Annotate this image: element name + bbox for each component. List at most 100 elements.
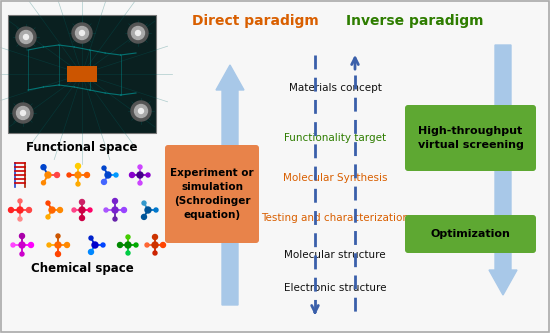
Circle shape xyxy=(29,242,34,247)
Circle shape xyxy=(138,181,142,185)
Circle shape xyxy=(80,215,85,220)
Circle shape xyxy=(101,243,105,247)
Circle shape xyxy=(152,242,158,248)
Circle shape xyxy=(19,233,25,238)
Circle shape xyxy=(134,243,138,247)
Circle shape xyxy=(146,173,150,177)
Circle shape xyxy=(126,251,130,255)
Text: Molecular structure: Molecular structure xyxy=(284,250,386,260)
Text: Testing and characterization: Testing and characterization xyxy=(261,213,409,223)
Text: Functionality target: Functionality target xyxy=(284,133,386,143)
Circle shape xyxy=(16,107,30,120)
Text: Experiment or
simulation
(Schrodinger
equation): Experiment or simulation (Schrodinger eq… xyxy=(170,168,254,220)
Circle shape xyxy=(17,207,23,213)
Circle shape xyxy=(139,109,144,114)
Circle shape xyxy=(80,31,85,36)
Circle shape xyxy=(114,173,118,177)
Circle shape xyxy=(125,242,131,248)
Circle shape xyxy=(75,164,80,168)
Circle shape xyxy=(161,242,166,247)
Circle shape xyxy=(145,207,151,213)
Circle shape xyxy=(47,243,51,247)
Text: Materials concept: Materials concept xyxy=(289,83,382,93)
Circle shape xyxy=(64,242,69,247)
Circle shape xyxy=(88,208,92,212)
Text: Functional space: Functional space xyxy=(26,141,138,154)
Circle shape xyxy=(154,208,158,212)
FancyBboxPatch shape xyxy=(8,15,156,133)
Circle shape xyxy=(138,165,142,169)
Circle shape xyxy=(126,235,130,239)
Circle shape xyxy=(46,201,50,205)
Circle shape xyxy=(135,31,140,36)
Circle shape xyxy=(19,31,32,44)
Circle shape xyxy=(24,35,29,40)
Circle shape xyxy=(20,111,25,116)
Circle shape xyxy=(76,182,80,186)
Circle shape xyxy=(105,172,111,178)
Circle shape xyxy=(113,198,118,203)
Circle shape xyxy=(55,242,61,248)
Circle shape xyxy=(26,207,31,212)
Text: Electronic structure: Electronic structure xyxy=(284,283,386,293)
Circle shape xyxy=(46,215,50,219)
FancyBboxPatch shape xyxy=(165,145,259,243)
Circle shape xyxy=(92,242,98,248)
Circle shape xyxy=(16,27,36,47)
Circle shape xyxy=(102,179,107,184)
Text: Optimization: Optimization xyxy=(431,229,510,239)
Circle shape xyxy=(8,207,14,212)
Circle shape xyxy=(18,217,22,221)
Circle shape xyxy=(142,201,146,205)
Circle shape xyxy=(131,27,145,40)
Circle shape xyxy=(45,172,51,178)
Text: Chemical space: Chemical space xyxy=(31,262,133,275)
Circle shape xyxy=(145,243,149,247)
Text: Direct paradigm: Direct paradigm xyxy=(191,14,318,28)
Circle shape xyxy=(153,251,157,255)
Text: Molecular Synthesis: Molecular Synthesis xyxy=(283,173,387,183)
Circle shape xyxy=(19,242,25,248)
FancyArrow shape xyxy=(489,45,517,295)
Circle shape xyxy=(122,207,126,212)
Circle shape xyxy=(54,172,59,177)
Text: High-throughput
virtual screening: High-throughput virtual screening xyxy=(417,127,524,150)
Circle shape xyxy=(89,249,94,254)
FancyBboxPatch shape xyxy=(405,215,536,253)
Circle shape xyxy=(58,207,63,212)
Bar xyxy=(67,66,97,82)
Circle shape xyxy=(137,172,143,178)
Circle shape xyxy=(56,251,60,256)
Circle shape xyxy=(118,242,123,247)
Circle shape xyxy=(152,234,157,239)
Circle shape xyxy=(72,208,76,212)
Circle shape xyxy=(113,217,117,221)
Circle shape xyxy=(20,252,24,256)
Circle shape xyxy=(141,214,146,219)
Circle shape xyxy=(75,27,89,40)
Circle shape xyxy=(18,199,22,203)
FancyBboxPatch shape xyxy=(405,105,536,171)
Circle shape xyxy=(85,172,90,177)
Circle shape xyxy=(79,207,85,213)
Circle shape xyxy=(131,101,151,121)
Circle shape xyxy=(102,166,106,170)
Circle shape xyxy=(112,207,118,213)
Circle shape xyxy=(56,234,60,238)
Text: Inverse paradigm: Inverse paradigm xyxy=(346,14,484,28)
Circle shape xyxy=(67,173,71,177)
Circle shape xyxy=(104,208,108,212)
Circle shape xyxy=(129,172,135,177)
Circle shape xyxy=(13,103,33,123)
Circle shape xyxy=(41,165,46,170)
Circle shape xyxy=(11,243,15,247)
Circle shape xyxy=(41,181,46,185)
FancyArrow shape xyxy=(216,65,244,305)
Circle shape xyxy=(89,236,93,240)
Circle shape xyxy=(49,207,55,213)
Circle shape xyxy=(128,23,148,43)
Circle shape xyxy=(72,23,92,43)
Circle shape xyxy=(75,172,81,178)
Circle shape xyxy=(135,105,147,118)
Circle shape xyxy=(80,199,85,204)
